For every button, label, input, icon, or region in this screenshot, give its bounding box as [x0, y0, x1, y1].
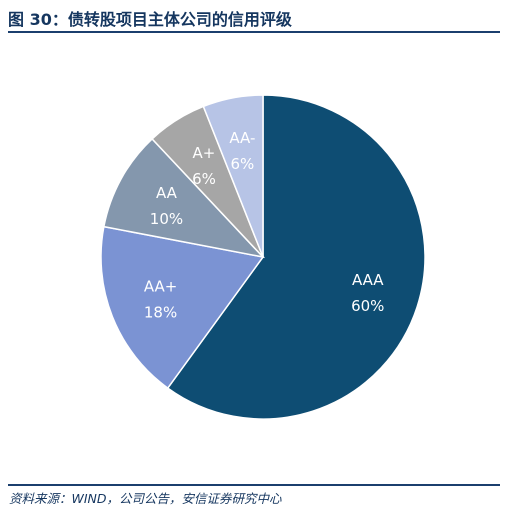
pie-slice-aaminus: [202, 94, 264, 258]
pie-slice-aa: [102, 137, 266, 259]
source-note: 资料来源：WIND，公司公告，安信证券研究中心: [9, 491, 282, 506]
title-divider: [8, 31, 500, 33]
pie-slice-aaa: [166, 94, 426, 420]
slice-value-label: 10%: [150, 210, 183, 228]
source-divider: [8, 484, 500, 486]
slice-category-label: AAA: [352, 271, 384, 289]
pie-chart: AAA 60% AA+ 18% AA 10% A+ 6% AA- 6%: [100, 94, 426, 420]
slice-value-label: 60%: [351, 297, 384, 315]
slice-category-label: AA-: [229, 129, 255, 147]
figure-title: 图 30：债转股项目主体公司的信用评级: [8, 10, 292, 29]
slice-category-label: AA+: [144, 278, 178, 296]
slice-category-label: A+: [193, 144, 216, 162]
slice-value-label: 6%: [192, 170, 216, 188]
slice-category-label: AA: [156, 184, 178, 202]
pie-slice-aaplus: [100, 225, 265, 390]
slice-value-label: 18%: [144, 304, 177, 322]
slice-value-label: 6%: [230, 155, 254, 173]
